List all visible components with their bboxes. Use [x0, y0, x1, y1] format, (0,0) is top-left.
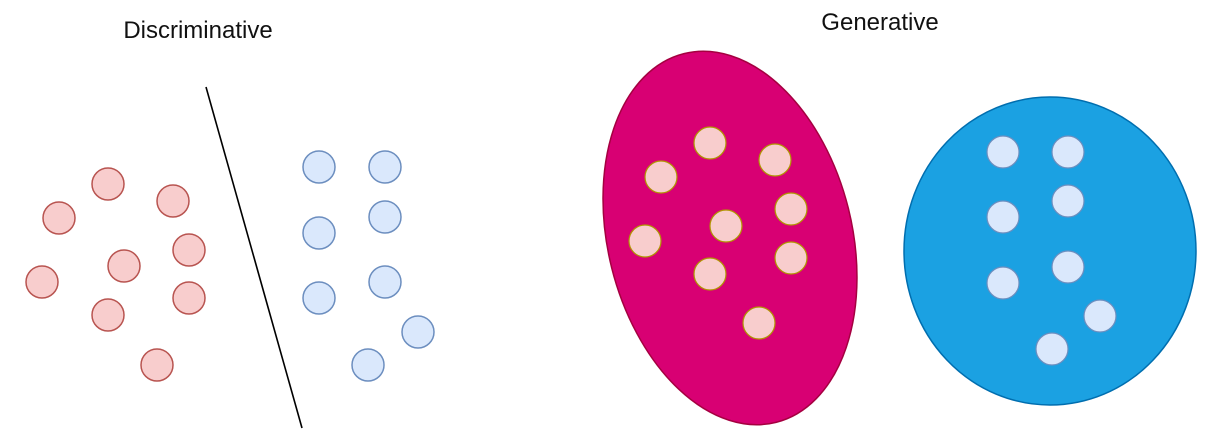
- class-a-point: [693, 257, 727, 291]
- class-a-point: [644, 160, 678, 194]
- class-a-point: [140, 348, 174, 382]
- class-a-point: [693, 126, 727, 160]
- class-a-generative-points: [628, 126, 808, 340]
- discriminative-panel: [25, 86, 435, 429]
- class-a-point: [156, 184, 190, 218]
- class-b-distribution-region: [903, 96, 1197, 406]
- class-a-point: [172, 233, 206, 267]
- class-a-point: [107, 249, 141, 283]
- class-b-point: [351, 348, 385, 382]
- class-b-point: [1051, 135, 1085, 169]
- class-b-point: [1051, 250, 1085, 284]
- class-b-point: [1035, 332, 1069, 366]
- class-b-point: [368, 265, 402, 299]
- class-b-generative-points: [986, 135, 1117, 366]
- class-b-point: [986, 266, 1020, 300]
- class-b-point: [401, 315, 435, 349]
- class-a-point: [774, 192, 808, 226]
- class-b-point: [986, 200, 1020, 234]
- class-b-point: [302, 216, 336, 250]
- class-b-point: [1051, 184, 1085, 218]
- class-b-point: [986, 135, 1020, 169]
- class-a-point: [42, 201, 76, 235]
- class-b-point: [302, 281, 336, 315]
- class-b-point: [368, 200, 402, 234]
- class-b-point: [368, 150, 402, 184]
- class-a-point: [774, 241, 808, 275]
- class-b-point: [1083, 299, 1117, 333]
- class-b-point: [302, 150, 336, 184]
- class-a-point: [628, 224, 662, 258]
- decision-boundary-line: [205, 86, 303, 429]
- generative-title: Generative: [821, 9, 938, 36]
- class-a-point: [709, 209, 743, 243]
- class-b-points: [302, 150, 435, 382]
- class-a-point: [172, 281, 206, 315]
- discriminative-title: Discriminative: [123, 17, 272, 44]
- class-a-points: [25, 167, 206, 382]
- class-a-point: [91, 167, 125, 201]
- class-a-point: [758, 143, 792, 177]
- generative-panel: [602, 50, 1197, 426]
- class-a-point: [742, 306, 776, 340]
- class-a-point: [91, 298, 125, 332]
- class-a-point: [25, 265, 59, 299]
